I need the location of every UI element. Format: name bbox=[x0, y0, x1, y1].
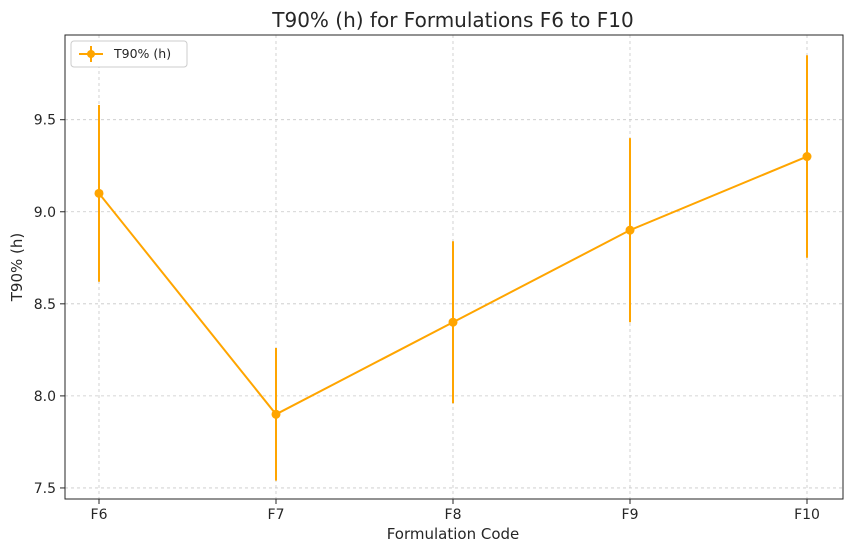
x-axis-label: Formulation Code bbox=[387, 525, 520, 543]
y-tick-label: 9.0 bbox=[34, 205, 56, 221]
data-point bbox=[94, 188, 104, 198]
x-tick-label: F10 bbox=[794, 507, 820, 523]
legend-box bbox=[70, 40, 188, 68]
legend-marker-swatch bbox=[87, 50, 95, 58]
x-tick-label: F7 bbox=[268, 507, 285, 523]
series bbox=[94, 55, 812, 481]
legend: T90% (h) bbox=[70, 40, 188, 68]
y-tick-label: 7.5 bbox=[34, 481, 56, 497]
x-tick-label: F8 bbox=[445, 507, 462, 523]
x-tick-label: F9 bbox=[622, 507, 639, 523]
y-tick-label: 9.5 bbox=[34, 113, 56, 129]
x-tick-label: F6 bbox=[91, 507, 108, 523]
legend-label: T90% (h) bbox=[113, 46, 171, 61]
data-point bbox=[625, 225, 635, 235]
y-tick-label: 8.0 bbox=[34, 389, 56, 405]
axis-ticks: F6 F7 F8 F9 F10 7.5 8.0 8.5 9.0 9.5 bbox=[34, 113, 820, 523]
plot-frame bbox=[64, 34, 844, 500]
data-point bbox=[271, 409, 281, 419]
data-point bbox=[802, 152, 812, 162]
y-axis-label: T90% (h) bbox=[8, 233, 26, 302]
chart-title: T90% (h) for Formulations F6 to F10 bbox=[271, 8, 633, 32]
y-tick-label: 8.5 bbox=[34, 297, 56, 313]
data-point bbox=[448, 317, 458, 327]
